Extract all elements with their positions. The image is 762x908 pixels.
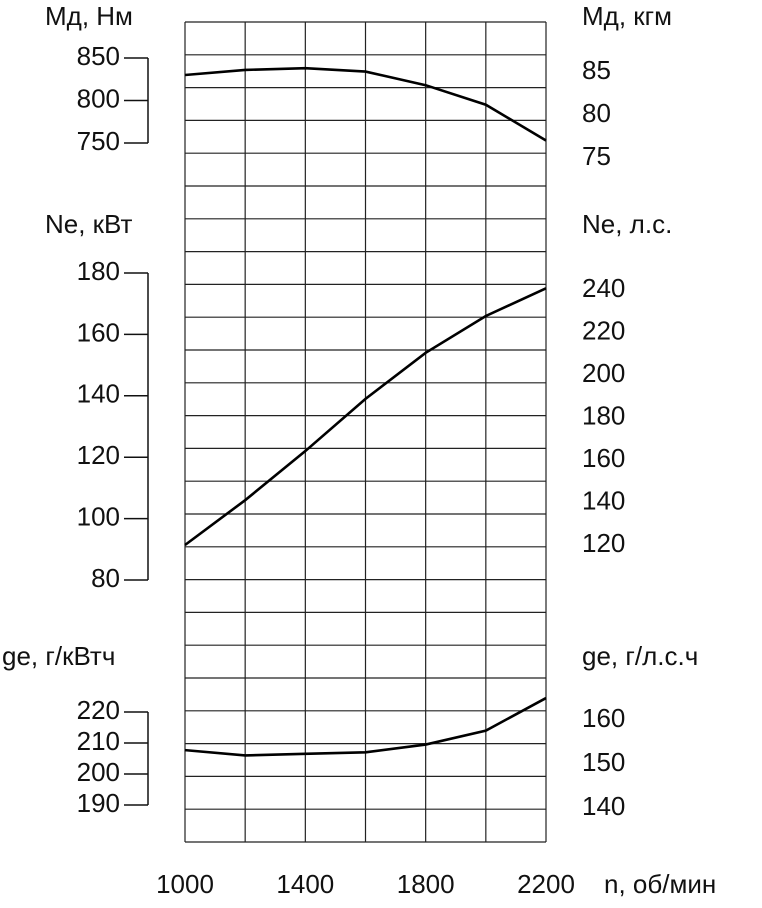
y-tick-label: 140 [77, 379, 120, 409]
y2-tick-label: 240 [582, 273, 625, 303]
y-axis-label: Мд, Нм [45, 1, 133, 31]
x-tick-label: 1800 [397, 869, 455, 899]
y2-tick-label: 75 [582, 141, 611, 171]
y-tick-label: 750 [77, 126, 120, 156]
x-tick-label: 2200 [517, 869, 575, 899]
y2-axis-label: Мд, кгм [582, 1, 672, 31]
y2-tick-label: 150 [582, 747, 625, 777]
y2-axis-label: ge, г/л.с.ч [582, 641, 698, 671]
y-axis-label: Ne, кВт [45, 209, 133, 239]
y-tick-label: 800 [77, 83, 120, 113]
y2-tick-label: 120 [582, 528, 625, 558]
y-tick-label: 100 [77, 501, 120, 531]
y-tick-label: 190 [77, 788, 120, 818]
x-axis-label: n, об/мин [604, 869, 716, 899]
grid [184, 21, 547, 843]
y-tick-label: 210 [77, 726, 120, 756]
y2-tick-label: 80 [582, 98, 611, 128]
y-tick-label: 200 [77, 757, 120, 787]
y2-tick-label: 160 [582, 703, 625, 733]
y-tick-label: 120 [77, 440, 120, 470]
line-series [184, 66, 547, 142]
y2-axis-label: Ne, л.с. [582, 209, 672, 239]
y-tick-label: 220 [77, 695, 120, 725]
y2-tick-label: 220 [582, 315, 625, 345]
y2-tick-label: 140 [582, 485, 625, 515]
line-series [184, 696, 547, 757]
y2-tick-label: 140 [582, 791, 625, 821]
y2-tick-label: 180 [582, 400, 625, 430]
y-tick-label: 160 [77, 317, 120, 347]
y2-tick-label: 200 [582, 358, 625, 388]
y-axis-label: ge, г/кВтч [2, 641, 115, 671]
y2-tick-label: 160 [582, 443, 625, 473]
x-tick-label: 1000 [156, 869, 214, 899]
y-tick-label: 180 [77, 256, 120, 286]
y-tick-label: 850 [77, 41, 120, 71]
x-tick-label: 1400 [276, 869, 334, 899]
y-tick-label: 80 [91, 563, 120, 593]
y2-tick-label: 85 [582, 55, 611, 85]
line-series [184, 287, 547, 547]
